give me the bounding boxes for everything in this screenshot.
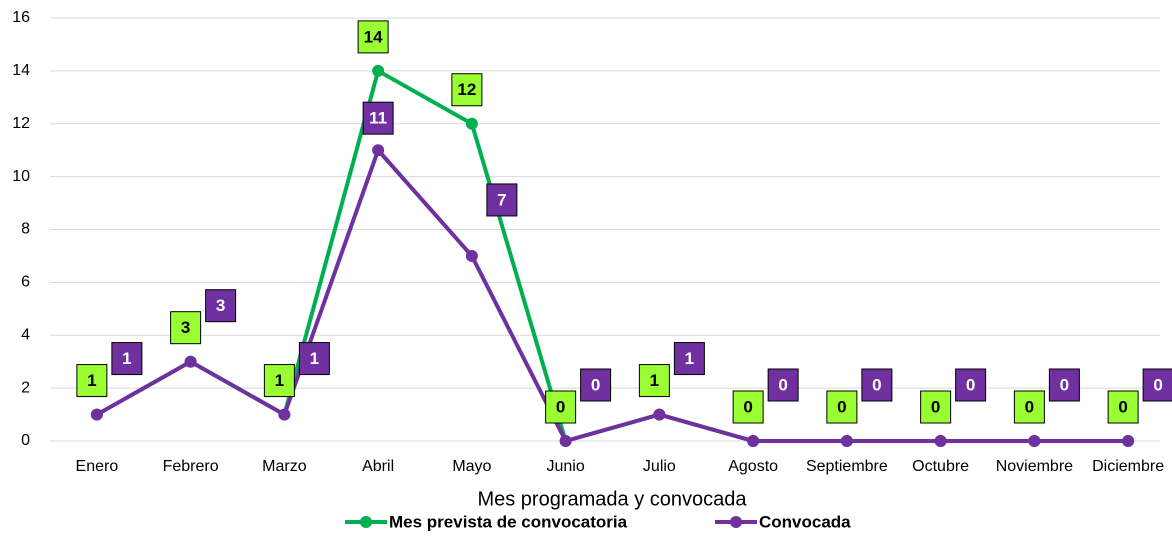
data-label-box xyxy=(920,390,952,424)
y-tick-label: 4 xyxy=(21,326,30,343)
data-label: 1 xyxy=(275,371,284,390)
legend-marker xyxy=(730,516,742,528)
data-label: 0 xyxy=(966,375,975,394)
x-tick-label: Noviembre xyxy=(996,458,1073,475)
data-label: 1 xyxy=(685,349,694,368)
y-tick-label: 10 xyxy=(12,168,30,185)
data-label-box xyxy=(580,368,612,402)
data-label: 7 xyxy=(497,190,506,209)
point xyxy=(934,435,947,447)
point xyxy=(372,144,385,157)
data-label-box xyxy=(486,183,518,217)
legend-label: Convocada xyxy=(759,512,851,531)
point xyxy=(372,64,385,77)
y-tick-label: 2 xyxy=(21,379,30,396)
x-tick-label: Marzo xyxy=(262,458,307,475)
data-label-box xyxy=(955,368,987,402)
point xyxy=(184,355,197,368)
data-label: 3 xyxy=(216,296,225,315)
data-label-box xyxy=(362,101,394,135)
data-label-box xyxy=(732,390,764,424)
data-label: 0 xyxy=(1025,397,1034,416)
data-label-box xyxy=(263,364,295,398)
data-label: 14 xyxy=(364,27,383,46)
point xyxy=(840,435,853,447)
series-line xyxy=(95,148,1129,443)
data-label-box xyxy=(298,342,330,376)
y-tick-label: 16 xyxy=(12,9,30,26)
data-label-box xyxy=(111,342,143,376)
data-label: 0 xyxy=(1118,397,1127,416)
data-label-box xyxy=(1013,390,1045,424)
x-tick-label: Mayo xyxy=(452,458,491,475)
data-label: 0 xyxy=(931,397,940,416)
data-label: 3 xyxy=(181,318,190,337)
data-label-box xyxy=(861,368,893,402)
y-tick-label: 6 xyxy=(21,274,30,291)
point xyxy=(465,249,478,262)
data-label-box xyxy=(545,390,577,424)
point xyxy=(1028,435,1041,447)
x-tick-label: Junio xyxy=(547,458,585,475)
point xyxy=(278,408,291,421)
x-tick-label: Abril xyxy=(362,458,394,475)
data-label: 0 xyxy=(591,375,600,394)
data-label-box xyxy=(638,364,670,398)
x-tick-label: Enero xyxy=(76,458,119,475)
y-tick-label: 12 xyxy=(12,115,30,132)
data-label-box xyxy=(1142,368,1172,402)
data-label: 0 xyxy=(837,397,846,416)
data-label-box xyxy=(170,311,202,345)
legend-marker xyxy=(360,516,372,528)
data-label-box xyxy=(673,342,705,376)
point xyxy=(465,117,478,130)
point xyxy=(1122,435,1135,447)
point xyxy=(747,435,760,447)
data-label: 0 xyxy=(556,397,565,416)
point xyxy=(90,408,103,421)
data-label-box xyxy=(767,368,799,402)
data-label: 0 xyxy=(743,397,752,416)
data-label-box xyxy=(205,289,237,323)
data-label: 1 xyxy=(87,371,96,390)
y-tick-label: 14 xyxy=(12,62,30,79)
data-label: 0 xyxy=(1060,375,1069,394)
data-label-box xyxy=(76,364,108,398)
data-label: 0 xyxy=(1153,375,1162,394)
legend-label: Mes prevista de convocatoria xyxy=(389,512,628,531)
data-label-box xyxy=(1107,390,1139,424)
data-label: 1 xyxy=(650,371,659,390)
data-label-box xyxy=(357,20,389,54)
data-label-box xyxy=(1048,368,1080,402)
point xyxy=(559,435,572,447)
x-tick-label: Julio xyxy=(643,458,676,475)
y-tick-label: 0 xyxy=(21,432,30,449)
data-label: 0 xyxy=(872,375,881,394)
data-label-box xyxy=(451,73,483,107)
x-tick-label: Febrero xyxy=(163,458,219,475)
x-tick-label: Diciembre xyxy=(1092,458,1164,475)
data-label: 12 xyxy=(457,80,476,99)
y-tick-label: 8 xyxy=(21,221,30,238)
data-label: 11 xyxy=(369,109,387,128)
data-label: 1 xyxy=(310,349,319,368)
data-label-box xyxy=(826,390,858,424)
data-label: 1 xyxy=(122,349,131,368)
data-label: 0 xyxy=(778,375,787,394)
point xyxy=(653,408,666,421)
x-tick-label: Septiembre xyxy=(806,458,888,475)
x-tick-label: Agosto xyxy=(728,458,778,475)
x-tick-label: Octubre xyxy=(912,458,969,475)
x-axis-title: Mes programada y convocada xyxy=(477,488,747,510)
